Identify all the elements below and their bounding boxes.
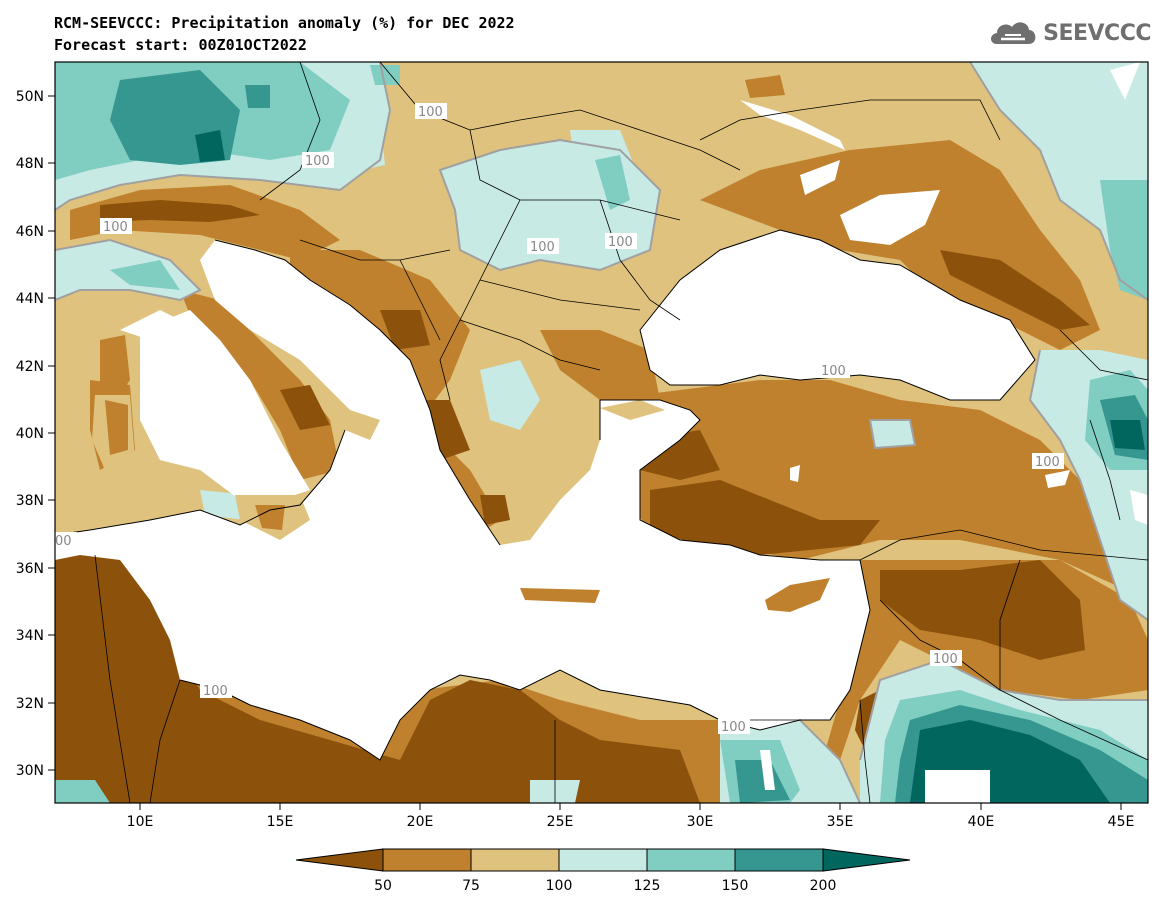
contour-label: 100 [1035, 455, 1060, 470]
lon-axis: 10E 15E 20E 25E 30E 35E 40E 45E [127, 803, 1135, 830]
contour-label: 100 [721, 720, 746, 735]
lat-label: 46N [16, 224, 44, 240]
lon-label: 40E [968, 814, 995, 830]
sea-areas [55, 62, 1148, 803]
lat-label: 42N [16, 359, 44, 375]
lat-label: 38N [16, 493, 44, 509]
lon-label: 20E [407, 814, 434, 830]
colorbar-cell-100-125 [558, 848, 648, 872]
islands [92, 335, 830, 612]
cloud-icon [991, 22, 1036, 44]
lat-axis: 50N 48N 46N 44N 42N 40N 38N 36N 34N 32N … [16, 89, 55, 779]
contour-labels: 100 100 100 100 100 100 100 100 100 100 … [55, 103, 1064, 735]
logo-text: SEEVCCC [1043, 20, 1151, 46]
lat-label: 30N [16, 763, 44, 779]
lat-label: 48N [16, 156, 44, 172]
colorbar-cell-50-75 [382, 848, 472, 872]
lon-label: 10E [127, 814, 154, 830]
colorbar-cell-lt50 [295, 848, 384, 872]
colorbar-label: 150 [722, 878, 749, 894]
country-borders [94, 62, 1148, 803]
seevccc-logo: SEEVCCC [987, 18, 1151, 48]
contour-label: 100 [305, 154, 330, 169]
contour-label: 100 [203, 684, 228, 699]
colorbar-cell-150-200 [734, 848, 824, 872]
lat-label: 36N [16, 561, 44, 577]
contour-label: 100 [418, 105, 443, 120]
colorbar-label: 100 [546, 878, 573, 894]
lon-label: 35E [827, 814, 854, 830]
colorbar: 50 75 100 125 150 200 [295, 848, 911, 894]
lat-label: 44N [16, 291, 44, 307]
lon-label: 15E [267, 814, 294, 830]
lat-label: 40N [16, 426, 44, 442]
contour-label: 100 [530, 240, 555, 255]
contour-label: 100 [103, 220, 128, 235]
contour-label-clipped: 00 [55, 534, 72, 549]
lon-label: 25E [547, 814, 574, 830]
colorbar-cell-125-150 [646, 848, 736, 872]
colorbar-cell-75-100 [470, 848, 560, 872]
lat-label: 34N [16, 628, 44, 644]
forecast-start: Forecast start: 00Z01OCT2022 [54, 36, 307, 54]
colorbar-label: 200 [810, 878, 837, 894]
contour-100 [55, 62, 1148, 803]
contour-label: 100 [821, 364, 846, 379]
colorbar-cell-gt200 [822, 848, 911, 872]
lat-label: 32N [16, 696, 44, 712]
coastlines [55, 229, 1036, 761]
map-field: 100 100 100 100 100 100 100 100 100 100 … [55, 62, 1148, 803]
map-title: RCM-SEEVCCC: Precipitation anomaly (%) f… [54, 14, 515, 32]
colorbar-label: 75 [462, 878, 480, 894]
lon-label: 30E [687, 814, 714, 830]
contour-label: 100 [608, 235, 633, 250]
contour-label: 100 [933, 652, 958, 667]
lat-label: 50N [16, 89, 44, 105]
colorbar-label: 125 [634, 878, 661, 894]
lon-label: 45E [1108, 814, 1135, 830]
colorbar-label: 50 [374, 878, 392, 894]
